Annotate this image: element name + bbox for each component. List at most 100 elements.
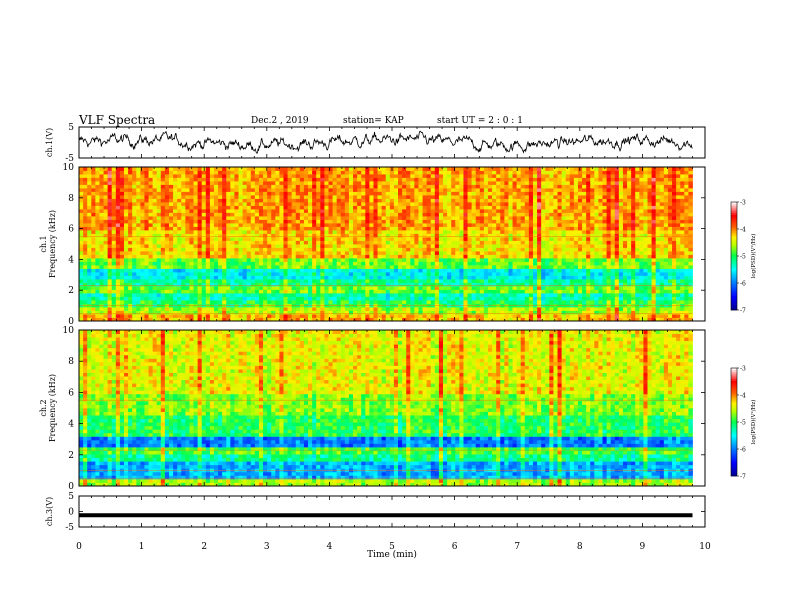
- ch1-spectrogram-cell: [504, 286, 509, 290]
- ch1-spectrogram-cell: [111, 282, 117, 287]
- ch1-spectrogram-cell: [451, 237, 456, 241]
- ch1-spectrogram-cell: [622, 247, 628, 252]
- ch1-spectrogram-cell: [103, 240, 109, 245]
- ch1-spectrogram-cell: [545, 233, 550, 238]
- ch1-spectrogram-cell: [365, 254, 370, 259]
- ch1-spectrogram-cell: [226, 300, 231, 304]
- ch1-spectrogram-cell: [577, 272, 583, 276]
- ch1-spectrogram-cell: [659, 310, 665, 315]
- ch1-spectrogram-cell: [483, 279, 489, 283]
- ch1-spectrogram-cell: [213, 286, 219, 290]
- ch1-spectrogram-cell: [320, 265, 325, 269]
- ch1-spectrogram-cell: [471, 254, 477, 259]
- ch1-spectrogram-cell: [205, 261, 211, 266]
- ch1-spectrogram-cell: [389, 314, 395, 318]
- ch1-spectrogram-cell: [218, 240, 223, 245]
- ch1-spectrogram-cell: [291, 261, 297, 266]
- ch1-spectrogram-cell: [336, 300, 342, 304]
- ch1-spectrogram-cell: [676, 226, 681, 231]
- ch1-spectrogram-cell: [246, 314, 252, 318]
- ch1-spectrogram-cell: [328, 282, 333, 287]
- ch1-spectrogram-cell: [320, 254, 325, 259]
- ch1-spectrogram-cell: [594, 282, 599, 287]
- ch1-spectrogram-cell: [152, 240, 158, 245]
- ch1-spectrogram-cell: [218, 300, 223, 304]
- ch1-spectrogram-cell: [541, 286, 546, 290]
- ch1-spectrogram-cell: [299, 223, 305, 227]
- ch1-spectrogram-cell: [156, 296, 162, 301]
- ch1-spectrogram-cell: [148, 275, 154, 280]
- ch1-spectrogram-cell: [398, 258, 403, 262]
- ch1-spectrogram-cell: [295, 230, 301, 234]
- ch1-spectrogram-cell: [618, 310, 624, 315]
- ch1-spectrogram-cell: [389, 226, 395, 231]
- ch1-spectrogram-cell: [541, 293, 546, 297]
- ch1-spectrogram-cell: [483, 244, 489, 248]
- ch1-spectrogram-cell: [365, 279, 370, 283]
- ch1-spectrogram-cell: [168, 244, 174, 248]
- ch1-spectrogram-cell: [340, 265, 346, 269]
- ch1-spectrogram-cell: [418, 223, 423, 227]
- ch1-spectrogram-cell: [119, 310, 125, 315]
- ch1-spectrogram-cell: [164, 279, 170, 283]
- ch1-spectrogram-cell: [283, 223, 288, 227]
- ch1-waveform-line: [78, 130, 693, 154]
- ch1-spectrogram-cell: [631, 307, 636, 311]
- ch1-spectrogram-cell: [422, 258, 428, 262]
- ch1-spectrogram-cell: [361, 289, 366, 294]
- ch1-spectrogram-cell: [246, 272, 252, 276]
- ch1-spectrogram-cell: [614, 289, 620, 294]
- ch1-spectrogram-cell: [344, 240, 350, 245]
- ch1-spectrogram-cell: [156, 233, 162, 238]
- ch1-spectrogram-cell: [111, 251, 117, 255]
- ch1-spectrogram-cell: [254, 258, 260, 262]
- ch1-spectrogram-cell: [549, 286, 554, 290]
- ch1-spectrogram-cell: [156, 279, 162, 283]
- ch1-spectrogram-cell: [528, 314, 534, 318]
- ch1-spectrogram-cell: [438, 265, 444, 269]
- ch1-spectrogram-cell: [622, 296, 628, 301]
- ch1-spectrogram-cell: [492, 265, 497, 269]
- ch1-spectrogram-cell: [328, 317, 333, 322]
- ch1-spectrogram-cell: [299, 286, 305, 290]
- ch1-spectrogram-cell: [332, 282, 338, 287]
- ch1-spectrogram-cell: [537, 230, 542, 234]
- ch1-spectrogram-cell: [348, 247, 354, 252]
- ch1-spectrogram-cell: [283, 247, 288, 252]
- ch1-spectrogram-cell: [639, 216, 644, 220]
- ch1-spectrogram-cell: [201, 272, 207, 276]
- ch1-spectrogram-cell: [627, 279, 632, 283]
- ch1-spectrogram-cell: [647, 310, 652, 315]
- ch1-spectrogram-cell: [250, 223, 256, 227]
- ch1-spectrogram-cell: [156, 293, 162, 297]
- ch1-spectrogram-cell: [205, 279, 211, 283]
- ch1-spectrogram-cell: [602, 209, 607, 213]
- ch1-spectrogram-cell: [316, 314, 321, 318]
- ch1-spectrogram-cell: [103, 247, 109, 252]
- ch1-spectrogram-cell: [537, 282, 542, 287]
- ch1-spectrogram-cell: [197, 275, 203, 280]
- ch1-spectrogram-cell: [410, 233, 415, 238]
- ch1-spectrogram-cell: [643, 261, 648, 266]
- ch1-spectrogram-cell: [389, 268, 395, 273]
- ch1-spectrogram-cell: [336, 209, 342, 213]
- ch1-spectrogram-cell: [622, 230, 628, 234]
- ch1-spectrogram-cell: [320, 289, 325, 294]
- ch1-spectrogram-cell: [291, 240, 297, 245]
- ch1-spectrogram-cell: [577, 237, 583, 241]
- ch1-spectrogram-cell: [132, 310, 137, 315]
- ch1-spectrogram-cell: [287, 314, 293, 318]
- ch1-spectrogram-cell: [565, 282, 571, 287]
- ch1-spectrogram-cell: [226, 216, 231, 220]
- ch1-spectrogram-cell: [398, 275, 403, 280]
- ch1-spectrogram-cell: [553, 300, 558, 304]
- ch1-spectrogram-cell: [173, 268, 178, 273]
- ch1-spectrogram-cell: [303, 275, 309, 280]
- ch1-spectrogram-cell: [684, 272, 689, 276]
- ch1-spectrogram-cell: [508, 226, 513, 231]
- ch1-spectrogram-cell: [246, 237, 252, 241]
- ch1-spectrogram-cell: [504, 258, 509, 262]
- ch1-spectrogram-cell: [107, 314, 113, 318]
- ch1-spectrogram-cell: [128, 237, 133, 241]
- ch1-spectrogram-cell: [340, 314, 346, 318]
